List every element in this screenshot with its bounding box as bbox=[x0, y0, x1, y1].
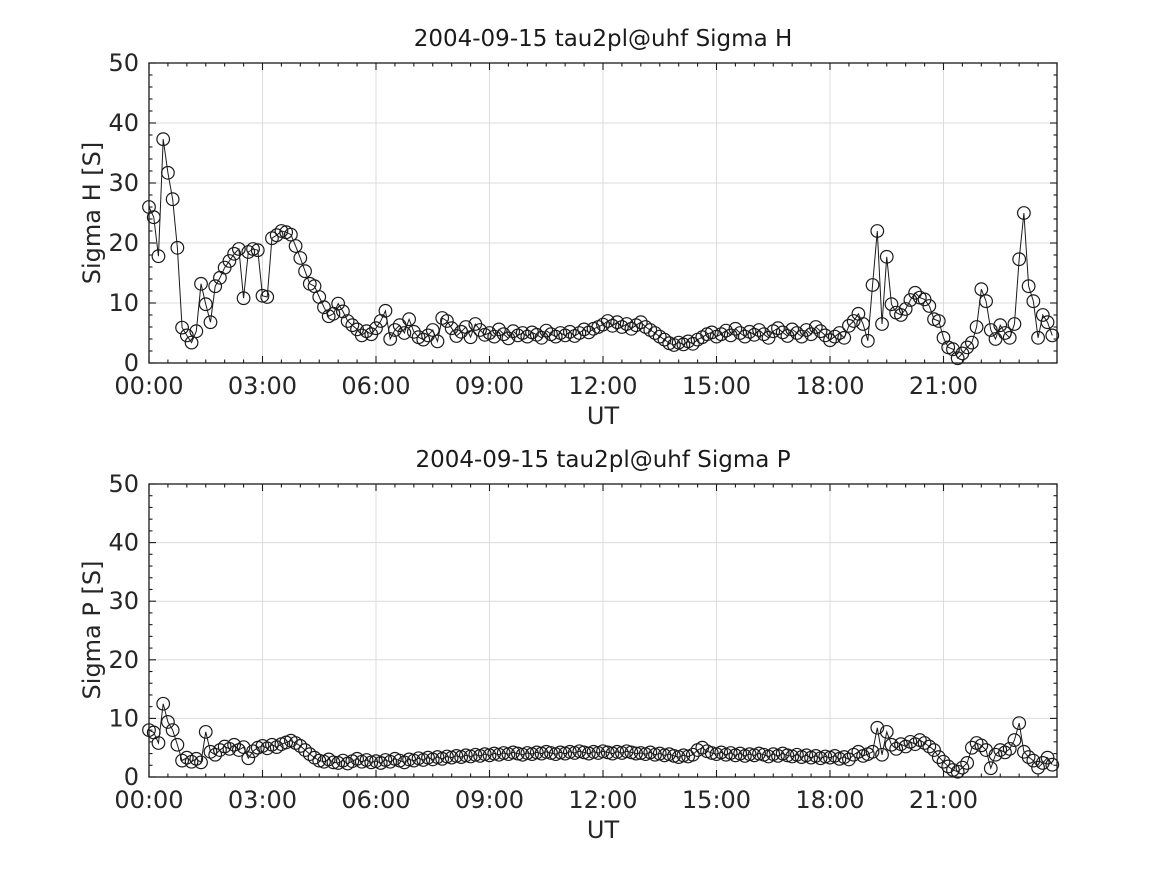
grid-lines bbox=[149, 63, 1057, 363]
axis-ticks bbox=[148, 483, 1058, 778]
y-tick-labels: 0 10 20 30 40 50 bbox=[108, 49, 139, 377]
x-tick-labels: 00:00 03:00 06:00 09:00 12:00 15:00 18:00 21:00 bbox=[114, 786, 978, 814]
x-tick-label: 15:00 bbox=[682, 786, 751, 814]
y-tick-label: 20 bbox=[108, 646, 139, 674]
x-tick-label: 00:00 bbox=[114, 786, 183, 814]
y-tick-label: 10 bbox=[108, 704, 139, 732]
y-tick-label: 40 bbox=[108, 529, 139, 557]
data-line bbox=[148, 703, 1053, 773]
sigma-p-title: 2004-09-15 tau2pl@uhf Sigma P bbox=[415, 447, 790, 473]
y-tick-label: 50 bbox=[108, 470, 139, 498]
x-tick-label: 21:00 bbox=[909, 786, 978, 814]
y-tick-label: 50 bbox=[108, 49, 139, 77]
x-tick-label: 18:00 bbox=[795, 372, 864, 400]
y-tick-label: 30 bbox=[108, 169, 139, 197]
sigma-p-xlabel: UT bbox=[587, 816, 620, 844]
sigma-h-plot-area: 00:00 03:00 06:00 09:00 12:00 15:00 18:00 21:00… bbox=[108, 49, 1060, 400]
x-tick-label: 09:00 bbox=[455, 786, 524, 814]
data-markers bbox=[142, 132, 1060, 366]
y-tick-label: 20 bbox=[108, 229, 139, 257]
x-tick-label: 12:00 bbox=[568, 372, 637, 400]
grid-lines bbox=[149, 484, 1057, 777]
sigma-p-plot-area: 00:00 03:00 06:00 09:00 12:00 15:00 18:00 21:00… bbox=[108, 470, 1060, 814]
axis-ticks bbox=[148, 62, 1058, 364]
sigma-h-title: 2004-09-15 tau2pl@uhf Sigma H bbox=[414, 26, 793, 52]
y-tick-label: 0 bbox=[124, 763, 139, 791]
x-tick-label: 06:00 bbox=[341, 372, 410, 400]
x-tick-label: 15:00 bbox=[682, 372, 751, 400]
data-markers bbox=[142, 696, 1060, 779]
x-tick-label: 21:00 bbox=[909, 372, 978, 400]
sigma-h-ylabel: Sigma H [S] bbox=[78, 142, 106, 285]
x-tick-label: 09:00 bbox=[455, 372, 524, 400]
y-tick-label: 10 bbox=[108, 289, 139, 317]
y-tick-label: 40 bbox=[108, 109, 139, 137]
x-tick-label: 03:00 bbox=[228, 786, 297, 814]
data-line bbox=[148, 139, 1053, 360]
sigma-p-ylabel: Sigma P [S] bbox=[78, 561, 106, 700]
sigma-h-xlabel: UT bbox=[587, 402, 620, 430]
x-tick-label: 03:00 bbox=[228, 372, 297, 400]
x-tick-label: 12:00 bbox=[568, 786, 637, 814]
x-tick-labels: 00:00 03:00 06:00 09:00 12:00 15:00 18:00 21:00 bbox=[114, 372, 978, 400]
y-tick-label: 0 bbox=[124, 349, 139, 377]
y-tick-label: 30 bbox=[108, 587, 139, 615]
x-tick-label: 18:00 bbox=[795, 786, 864, 814]
y-tick-labels: 0 10 20 30 40 50 bbox=[108, 470, 139, 791]
x-tick-label: 06:00 bbox=[341, 786, 410, 814]
x-tick-label: 00:00 bbox=[114, 372, 183, 400]
